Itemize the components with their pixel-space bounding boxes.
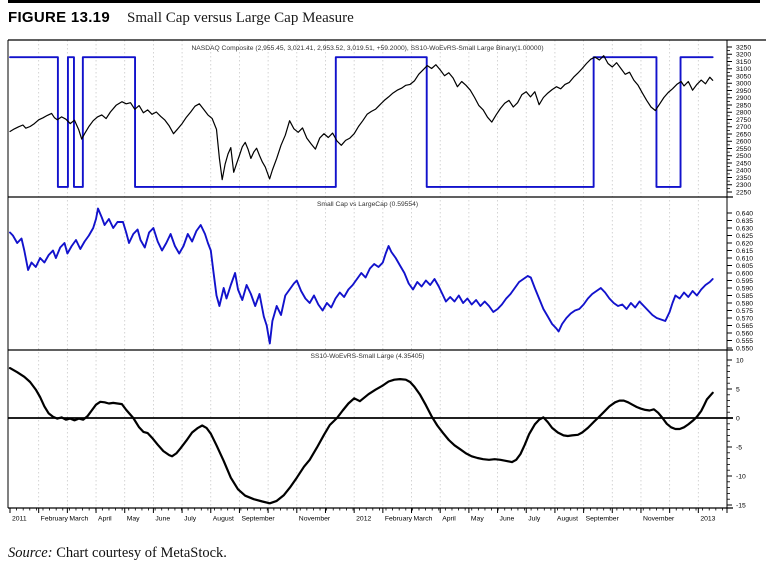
x-axis-label: November [643, 516, 675, 523]
y-tick-label: 0.640 [736, 210, 753, 217]
y-axis-panel-2: 0.6400.6350.6300.6250.6200.6150.6100.605… [727, 210, 753, 352]
y-tick-label: 0.570 [736, 315, 753, 322]
x-axis-label: May [127, 516, 140, 523]
y-tick-label: 5 [736, 386, 740, 393]
x-axis-label: 2011 [12, 516, 27, 523]
y-tick-label: 2950 [736, 88, 751, 95]
figure-caption: FIGURE 13.19 Small Cap versus Large Cap M… [8, 9, 354, 27]
y-tick-label: -10 [736, 473, 746, 480]
x-axis-label: April [98, 516, 112, 523]
figure-title: Small Cap versus Large Cap Measure [126, 10, 354, 26]
y-tick-label: 3000 [736, 81, 751, 88]
smallcap-largecap-ratio-line [9, 207, 714, 345]
figure-top-rule [8, 0, 760, 3]
panel-borders [7, 39, 766, 509]
y-tick-label: 0.550 [736, 345, 753, 352]
x-axis-label: November [299, 516, 331, 523]
y-tick-label: 2550 [736, 146, 751, 153]
y-tick-label: 0 [736, 415, 740, 422]
y-tick-label: 3250 [736, 44, 751, 51]
x-axis-label: February [41, 516, 69, 523]
y-tick-label: 3050 [736, 73, 751, 80]
y-tick-label: 0.590 [736, 285, 753, 292]
y-tick-label: 0.620 [736, 240, 753, 247]
y-tick-label: 2400 [736, 168, 751, 175]
y-tick-label: 2650 [736, 131, 751, 138]
y-tick-label: -15 [736, 502, 746, 509]
y-tick-label: 0.555 [736, 338, 753, 345]
y-tick-label: 10 [736, 357, 744, 364]
oscillator-line [8, 367, 714, 505]
panel-title-2: Small Cap vs LargeCap (0.59554) [317, 201, 418, 208]
y-tick-label: 0.605 [736, 263, 753, 270]
y-tick-label: 0.565 [736, 323, 753, 330]
y-tick-label: 0.575 [736, 308, 753, 315]
y-tick-label: 2250 [736, 189, 751, 196]
y-tick-label: 0.625 [736, 233, 753, 240]
y-tick-label: 2700 [736, 124, 751, 131]
y-tick-label: 3100 [736, 66, 751, 73]
x-axis-label: March [69, 516, 88, 523]
y-tick-label: 3150 [736, 59, 751, 66]
panel-title-1: NASDAQ Composite (2,955.45, 3,021.41, 2,… [191, 45, 543, 52]
y-tick-label: 0.615 [736, 248, 753, 255]
nasdaq-composite-line [9, 55, 714, 181]
y-tick-label: 2850 [736, 102, 751, 109]
y-tick-label: 0.560 [736, 330, 753, 337]
x-axis-label: 2012 [356, 516, 371, 523]
y-tick-label: 0.635 [736, 218, 753, 225]
y-tick-label: 0.595 [736, 278, 753, 285]
y-axis-panel-1: 3250320031503100305030002950290028502800… [727, 44, 751, 196]
x-axis-label: June [155, 516, 170, 523]
y-tick-label: 2800 [736, 110, 751, 117]
y-tick-label: 0.585 [736, 293, 753, 300]
x-axis-label: September [586, 516, 620, 523]
y-tick-label: 0.600 [736, 270, 753, 277]
panel-title-3: SS10-WoEvRS-Small Large (4.35405) [311, 353, 425, 360]
y-tick-label: -5 [736, 444, 742, 451]
y-tick-label: 0.630 [736, 225, 753, 232]
x-axis-label: July [528, 516, 541, 523]
y-tick-label: 0.610 [736, 255, 753, 262]
x-axis-label: June [500, 516, 515, 523]
figure-label: FIGURE 13.19 [8, 9, 110, 26]
x-axis-label: August [213, 516, 234, 523]
x-axis-label: August [557, 516, 578, 523]
y-tick-label: 2600 [736, 139, 751, 146]
source-text: Chart courtesy of MetaStock. [52, 545, 227, 561]
x-axis: 2011 February March April May June July August S… [9, 508, 728, 523]
y-axis-panel-3: 10 5 0 -5 -10 -15 [727, 357, 746, 509]
x-axis-label: September [241, 516, 275, 523]
x-axis-label: February [385, 516, 413, 523]
x-axis-label: 2013 [700, 516, 715, 523]
x-axis-label: May [471, 516, 484, 523]
y-tick-label: 2500 [736, 153, 751, 160]
y-tick-label: 2300 [736, 182, 751, 189]
y-tick-label: 3200 [736, 52, 751, 59]
y-tick-label: 0.580 [736, 300, 753, 307]
y-tick-label: 2750 [736, 117, 751, 124]
x-axis-label: March [414, 516, 433, 523]
y-tick-label: 2900 [736, 95, 751, 102]
x-axis-label: April [442, 516, 456, 523]
y-tick-label: 2450 [736, 160, 751, 167]
month-gridlines [38, 40, 699, 508]
y-tick-label: 2350 [736, 175, 751, 182]
source-note: Source: Chart courtesy of MetaStock. [8, 545, 227, 562]
source-prefix: Source: [8, 545, 53, 561]
x-axis-label: July [184, 516, 197, 523]
